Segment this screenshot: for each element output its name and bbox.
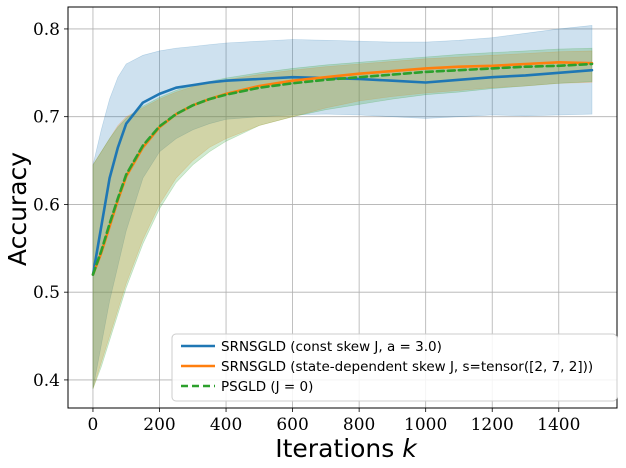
series-lines	[91, 60, 594, 276]
y-axis-ticks: 0.4 0.5 0.6 0.7 0.8	[33, 20, 68, 391]
confidence-bands	[92, 25, 593, 389]
y-tick-label: 0.7	[33, 108, 60, 128]
x-tick-label: 0	[88, 415, 99, 435]
x-axis-title-variable: k	[402, 434, 418, 463]
x-tick-label: 400	[210, 415, 242, 435]
confidence-band-0	[92, 25, 593, 389]
x-tick-label: 800	[343, 415, 375, 435]
confidence-band-1	[92, 50, 593, 389]
y-tick-label: 0.6	[33, 195, 60, 215]
legend-label-2: PSGLD (J = 0)	[221, 379, 313, 395]
x-tick-label: 200	[143, 415, 175, 435]
legend-box	[171, 333, 618, 402]
x-tick-label: 600	[276, 415, 308, 435]
x-tick-label: 1000	[404, 415, 447, 435]
legend: SRNSGLD (const skew J, a = 3.0) SRNSGLD …	[171, 333, 618, 402]
series-line-0	[91, 68, 594, 276]
x-axis-title: Iterations k	[275, 434, 418, 463]
legend-label-0: SRNSGLD (const skew J, a = 3.0)	[221, 339, 442, 355]
legend-label-1: SRNSGLD (state-dependent skew J, s=tenso…	[221, 359, 593, 375]
x-tick-label: 1400	[537, 415, 580, 435]
y-tick-label: 0.4	[33, 371, 60, 391]
plot-frame	[67, 6, 618, 409]
series-line-2	[91, 62, 594, 276]
y-axis-title: Accuracy	[3, 152, 32, 266]
y-tick-label: 0.8	[33, 20, 60, 40]
confidence-band-2	[92, 47, 593, 389]
x-tick-label: 1200	[471, 415, 514, 435]
x-axis-ticks: 0 200 400 600 800 1000 1200 1400	[88, 408, 580, 435]
y-tick-label: 0.5	[33, 283, 60, 303]
